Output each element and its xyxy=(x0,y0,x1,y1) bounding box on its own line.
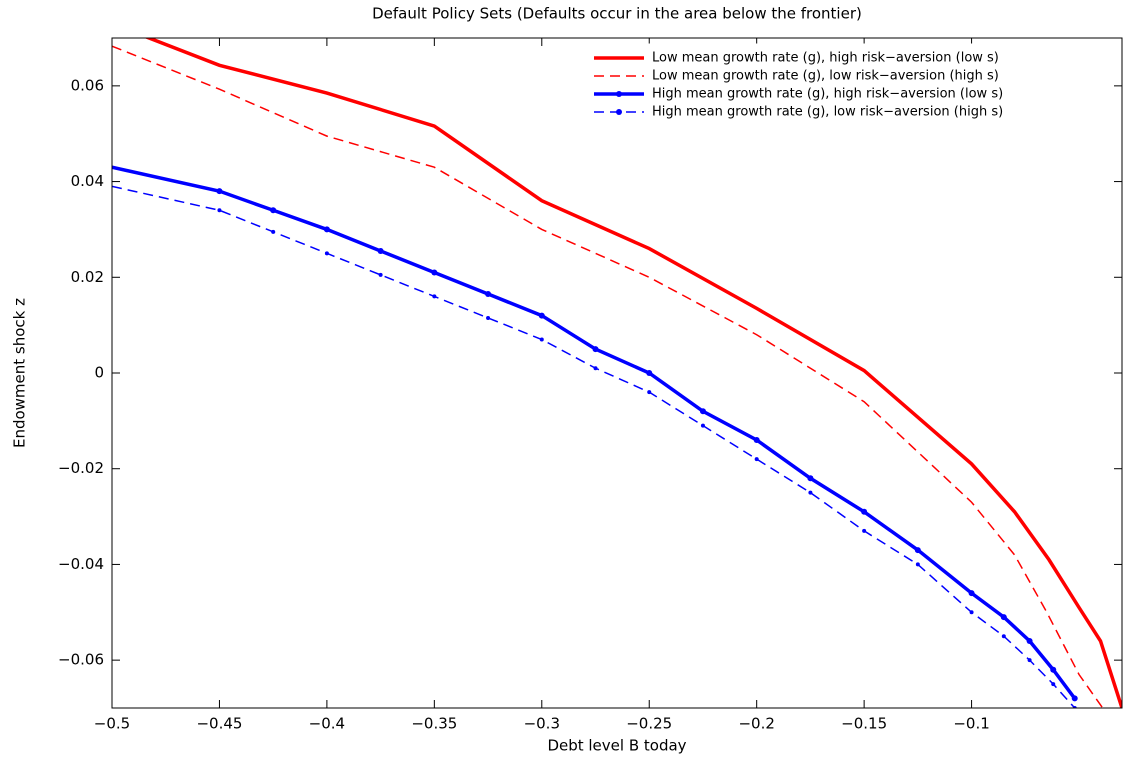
x-tick-label: −0.45 xyxy=(196,715,242,733)
series-marker xyxy=(538,312,545,319)
series-marker xyxy=(486,315,491,320)
legend-marker xyxy=(616,109,622,115)
series-marker xyxy=(432,294,437,299)
x-tick-label: −0.5 xyxy=(94,715,130,733)
y-tick-label: 0.06 xyxy=(71,76,104,94)
plot-area xyxy=(112,38,1122,708)
y-tick-label: −0.02 xyxy=(58,459,104,477)
series-line xyxy=(144,38,1122,708)
series-marker xyxy=(271,229,276,234)
y-axis-label: Endowment shock z xyxy=(11,298,29,448)
x-tick-label: −0.3 xyxy=(524,715,560,733)
series-marker xyxy=(646,370,653,376)
series-marker xyxy=(323,226,330,233)
y-tick-label: 0.04 xyxy=(71,172,104,190)
series-marker xyxy=(378,272,383,277)
x-tick-label: −0.25 xyxy=(626,715,672,733)
series-marker xyxy=(700,423,705,428)
series-marker xyxy=(539,337,544,342)
series-marker xyxy=(593,366,598,371)
legend-label: High mean growth rate (g), high risk−ave… xyxy=(652,87,1003,102)
series-marker xyxy=(216,188,223,195)
legend-box xyxy=(581,43,1113,135)
series-marker xyxy=(377,247,384,254)
series-marker xyxy=(1050,666,1057,673)
y-tick-label: 0 xyxy=(94,364,104,382)
series-marker xyxy=(862,528,867,533)
series-marker xyxy=(807,475,814,482)
series-marker xyxy=(270,207,277,214)
series-marker xyxy=(431,269,438,276)
series-line xyxy=(112,185,1076,708)
series-marker xyxy=(699,408,706,415)
series-line xyxy=(112,45,1104,708)
series-marker xyxy=(1000,614,1007,621)
series-marker xyxy=(861,508,868,515)
x-tick-label: −0.1 xyxy=(953,715,989,733)
series-marker xyxy=(1001,634,1006,639)
series-marker xyxy=(324,251,329,256)
series-marker xyxy=(915,562,920,567)
x-axis-label: Debt level B today xyxy=(547,737,686,755)
series-marker xyxy=(969,610,974,615)
legend: Low mean growth rate (g), high risk−aver… xyxy=(581,43,1113,135)
y-tick-label: −0.04 xyxy=(58,555,104,573)
plot-frame xyxy=(111,37,1123,709)
series-line xyxy=(112,165,1077,700)
legend-label: Low mean growth rate (g), low risk−avers… xyxy=(652,69,999,84)
series-marker xyxy=(1026,638,1033,644)
series-marker xyxy=(1071,695,1078,702)
series-marker xyxy=(753,437,760,443)
series-marker xyxy=(592,346,599,353)
x-tick-label: −0.35 xyxy=(411,715,457,733)
legend-marker xyxy=(616,91,622,97)
series-marker xyxy=(754,457,759,462)
series-marker xyxy=(914,547,921,554)
series-marker xyxy=(485,291,492,298)
series-marker xyxy=(808,490,813,495)
legend-label: Low mean growth rate (g), high risk−aver… xyxy=(652,51,999,66)
y-tick-label: 0.02 xyxy=(71,268,104,286)
legend-label: High mean growth rate (g), low risk−aver… xyxy=(652,105,1003,120)
x-tick-label: −0.2 xyxy=(738,715,774,733)
series-marker xyxy=(1027,658,1032,663)
x-tick-label: −0.15 xyxy=(841,715,887,733)
y-tick-label: −0.06 xyxy=(58,651,104,669)
series-marker xyxy=(647,390,652,395)
series-marker xyxy=(1051,682,1056,687)
chart-title: Default Policy Sets (Defaults occur in t… xyxy=(372,5,862,23)
x-tick-label: −0.4 xyxy=(309,715,345,733)
series-marker xyxy=(968,590,975,597)
series-marker xyxy=(217,208,222,213)
